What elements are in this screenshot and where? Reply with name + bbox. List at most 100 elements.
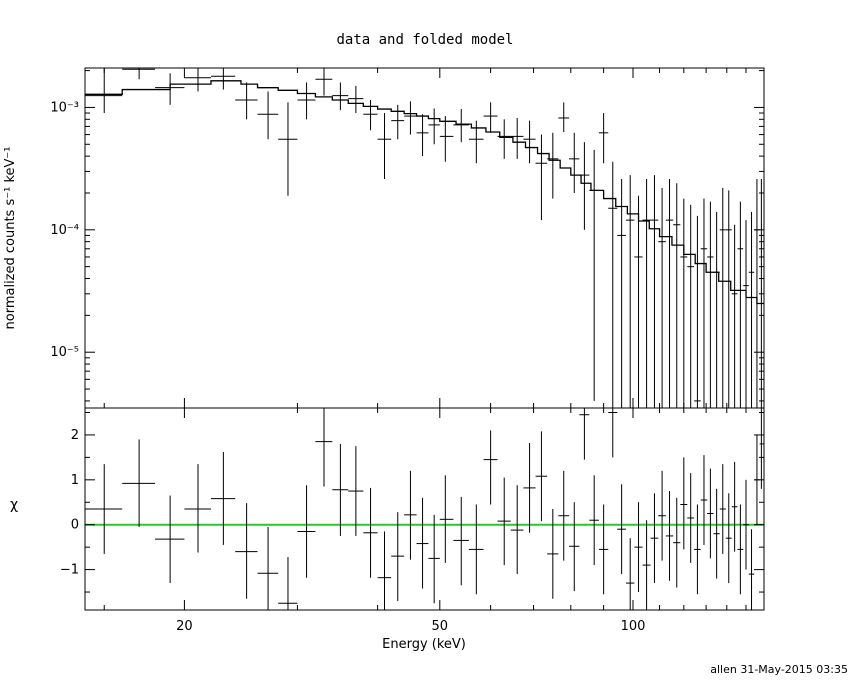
data-point: [737, 201, 744, 408]
data-point: [707, 201, 714, 408]
residual-point: [297, 485, 316, 578]
residual-point: [184, 464, 211, 553]
residual-point: [759, 408, 764, 489]
data-point: [391, 104, 405, 140]
data-point: [483, 102, 498, 133]
data-point: [731, 224, 738, 408]
y-tick-label: 10⁻³: [50, 100, 79, 115]
bottom-panel: −1 0 1 2 20 50 100 χ Energy (keV): [10, 407, 765, 652]
residual-point: [558, 470, 570, 561]
top-panel: 10⁻⁵ 10⁻⁴ 10⁻³ normalized counts s⁻¹ keV⁻¹: [3, 67, 765, 409]
residual-point: [650, 493, 659, 584]
residual-point: [617, 484, 626, 575]
residual-point: [569, 502, 580, 592]
data-point: [363, 100, 378, 131]
data-point: [608, 161, 618, 408]
residual-point: [634, 502, 643, 593]
data-point: [184, 68, 211, 92]
x-tick-label: 100: [621, 619, 646, 634]
data-point: [687, 204, 695, 408]
residual-point: [694, 504, 701, 595]
residual-point: [363, 487, 378, 578]
data-point: [658, 187, 666, 408]
residual-point: [719, 464, 726, 554]
residual-point: [404, 470, 417, 560]
bottom-panel-frame: [84, 407, 765, 611]
residual-point: [608, 408, 618, 458]
residual-point: [497, 477, 511, 566]
data-point: [713, 211, 720, 408]
residual-point: [547, 509, 559, 599]
data-point: [210, 68, 236, 90]
residual-point: [665, 491, 674, 581]
data-point: [743, 220, 749, 408]
residual-point: [731, 461, 738, 552]
residual-point: [598, 504, 609, 595]
residual-point: [453, 496, 469, 586]
data-point: [642, 179, 651, 408]
residual-point: [416, 497, 429, 589]
residual-point: [315, 408, 333, 487]
data-point: [439, 116, 454, 162]
data-point: [332, 82, 349, 111]
y-tick-label: −1: [60, 563, 79, 578]
data-points: [85, 68, 764, 408]
x-axis-label: Energy (keV): [382, 637, 466, 652]
y-axis-label-top: normalized counts s⁻¹ keV⁻¹: [3, 147, 18, 330]
residual-point: [210, 451, 236, 545]
residual-point: [348, 446, 364, 536]
y-axis-label-bottom: χ: [10, 497, 18, 513]
data-point: [404, 101, 417, 135]
data-point: [625, 175, 635, 408]
data-point: [650, 175, 659, 408]
data-point: [297, 82, 316, 120]
footer-stamp: allen 31-May-2015 03:35: [710, 663, 848, 676]
data-point: [315, 68, 333, 96]
residual-point: [625, 538, 635, 610]
residual-point: [748, 529, 755, 610]
residual-point: [278, 557, 298, 610]
data-point: [547, 132, 559, 199]
data-point: [257, 91, 279, 140]
y-tick-label: 1: [71, 473, 79, 488]
data-point: [680, 198, 688, 408]
residual-point: [535, 431, 548, 522]
residual-point: [743, 479, 749, 570]
data-point: [754, 179, 760, 408]
residual-point: [510, 485, 524, 575]
top-axis-ticks: 10⁻⁵ 10⁻⁴ 10⁻³: [50, 68, 765, 408]
data-point: [453, 109, 469, 143]
residual-point: [483, 430, 498, 505]
data-point: [579, 142, 590, 230]
residual-point: [589, 475, 599, 566]
data-point: [665, 179, 674, 408]
residual-point: [725, 493, 732, 584]
y-tick-label: 10⁻⁵: [50, 345, 79, 360]
data-point: [523, 120, 536, 164]
data-point: [497, 119, 511, 159]
data-point: [428, 108, 440, 145]
data-point: [617, 179, 626, 408]
data-point: [348, 85, 364, 114]
residual-point: [700, 455, 708, 545]
y-tick-label: 10⁻⁴: [50, 223, 79, 238]
data-point: [416, 114, 429, 157]
x-tick-label: 50: [432, 619, 449, 634]
data-point: [719, 187, 726, 408]
data-point: [673, 183, 681, 408]
chart-title: data and folded model: [336, 32, 513, 48]
residual-point: [707, 468, 714, 559]
residual-point: [155, 495, 185, 584]
residual-point: [391, 512, 405, 602]
residual-point: [257, 526, 279, 610]
data-point: [377, 113, 392, 180]
residual-point: [377, 531, 392, 610]
data-point: [700, 198, 708, 408]
residual-point: [579, 408, 590, 460]
x-tick-label: 20: [176, 619, 193, 634]
data-point: [235, 82, 258, 120]
residual-point: [85, 464, 123, 554]
residual-points: [85, 408, 764, 610]
residual-point: [687, 473, 695, 563]
